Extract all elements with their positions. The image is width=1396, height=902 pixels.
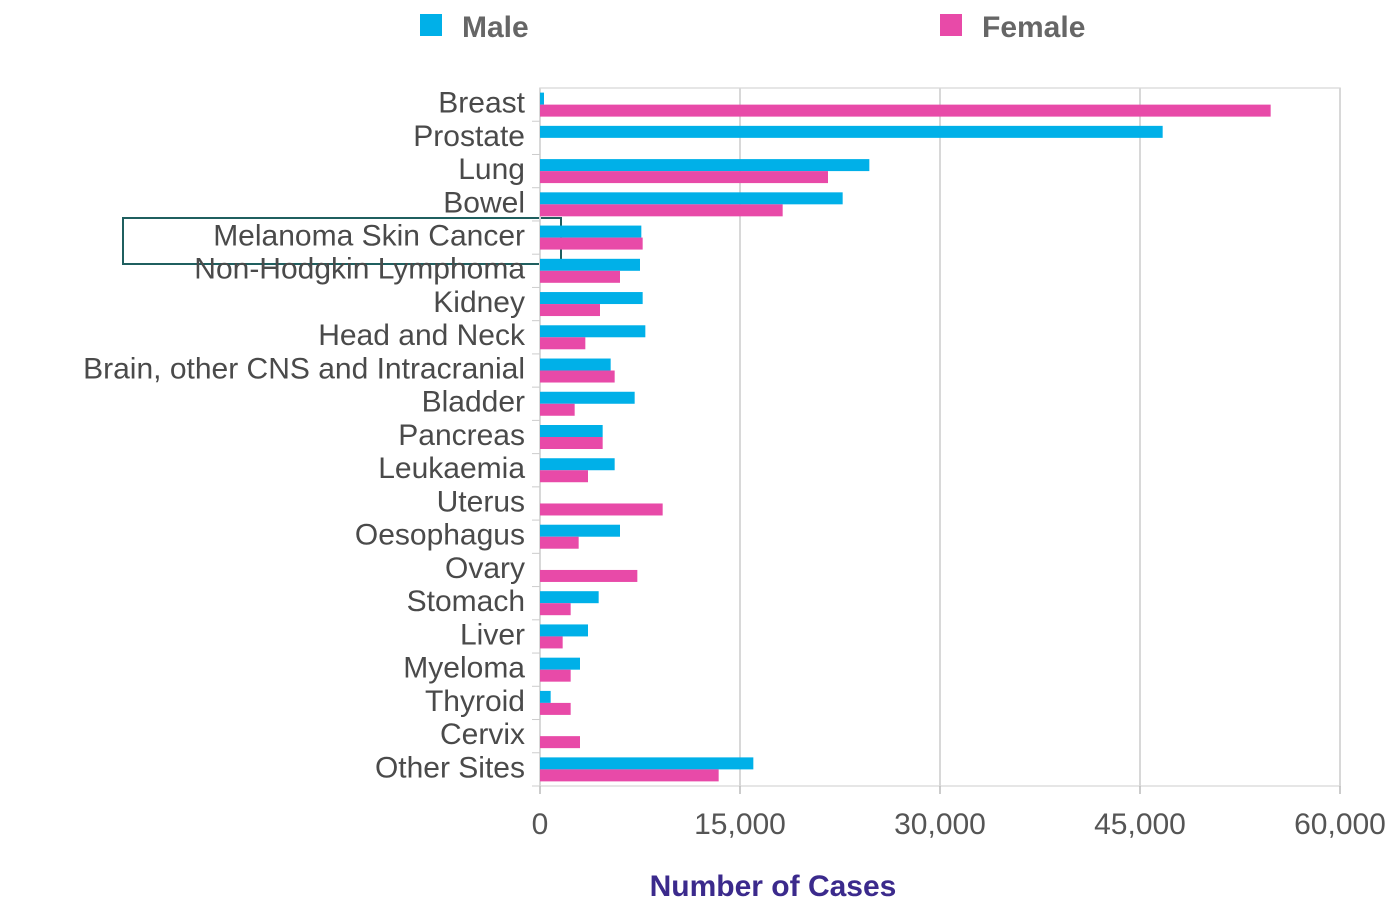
bar	[540, 736, 580, 749]
bar	[540, 624, 588, 637]
y-tick-label: Cervix	[440, 718, 525, 751]
bar	[540, 403, 575, 416]
y-tick-label: Lung	[458, 153, 525, 186]
legend-swatch	[420, 14, 442, 36]
bar	[540, 425, 603, 437]
y-tick-label: Pancreas	[398, 419, 525, 452]
bar	[540, 337, 586, 350]
bar	[540, 370, 615, 383]
x-tick-label: 15,000	[694, 808, 786, 841]
bar	[540, 757, 754, 770]
y-tick-label: Melanoma Skin Cancer	[213, 219, 525, 252]
bar	[540, 304, 600, 317]
bar	[540, 270, 620, 283]
bar	[540, 769, 719, 782]
y-tick-label: Kidney	[433, 286, 525, 319]
bar	[540, 225, 642, 238]
y-tick-label: Liver	[460, 618, 525, 651]
bar	[540, 325, 646, 338]
y-tick-label: Prostate	[413, 120, 525, 153]
y-tick-label: Other Sites	[375, 751, 525, 784]
bar	[540, 569, 638, 582]
bar	[540, 258, 640, 271]
y-tick-label: Non-Hodgkin Lymphoma	[194, 253, 525, 286]
x-tick-label: 30,000	[894, 808, 986, 841]
legend-swatch	[940, 14, 962, 36]
x-tick-label: 60,000	[1294, 808, 1386, 841]
x-axis-title: Number of Cases	[650, 870, 897, 902]
bar	[540, 669, 571, 682]
bar	[540, 292, 643, 305]
bar	[540, 192, 843, 205]
y-tick-label: Bladder	[422, 386, 525, 419]
x-tick-label: 45,000	[1094, 808, 1186, 841]
bar	[540, 636, 563, 649]
bar	[540, 702, 571, 715]
bar	[540, 104, 1271, 117]
bar	[540, 690, 551, 703]
bar	[540, 603, 571, 616]
y-tick-label: Leukaemia	[378, 452, 525, 485]
bar	[540, 503, 663, 516]
y-tick-label: Oesophagus	[355, 519, 525, 552]
bar	[540, 470, 588, 483]
bar	[540, 437, 603, 449]
y-tick-label: Thyroid	[425, 685, 525, 718]
y-tick-label: Head and Neck	[318, 319, 526, 352]
bar	[540, 657, 580, 670]
legend-label: Female	[982, 11, 1085, 44]
y-tick-label: Bowel	[443, 186, 525, 219]
bar	[540, 358, 611, 371]
y-tick-label: Myeloma	[403, 652, 525, 685]
bar	[540, 591, 599, 604]
y-tick-label: Breast	[438, 87, 525, 120]
bar	[540, 524, 620, 537]
bar	[540, 171, 828, 184]
bar	[540, 458, 615, 471]
legend-label: Male	[462, 11, 529, 44]
y-tick-label: Uterus	[437, 485, 525, 518]
y-tick-label: Brain, other CNS and Intracranial	[83, 352, 525, 385]
bar	[540, 237, 643, 250]
bar	[540, 391, 635, 404]
bar	[540, 536, 579, 549]
bar	[540, 92, 544, 105]
x-tick-label: 0	[532, 808, 549, 841]
y-tick-label: Ovary	[445, 552, 525, 585]
bar	[540, 159, 870, 172]
bar	[540, 204, 783, 217]
bar	[540, 125, 1163, 138]
y-tick-label: Stomach	[407, 585, 525, 618]
